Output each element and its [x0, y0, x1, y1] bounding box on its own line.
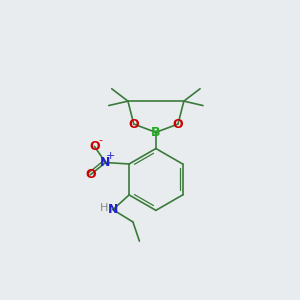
Text: -: - [98, 135, 102, 146]
Text: H: H [100, 203, 108, 213]
Text: N: N [108, 203, 118, 216]
Text: O: O [89, 140, 100, 153]
Text: +: + [106, 151, 115, 161]
Text: B: B [151, 126, 160, 139]
Text: N: N [100, 156, 111, 169]
Text: O: O [128, 118, 139, 130]
Text: O: O [85, 168, 96, 182]
Text: O: O [173, 118, 183, 130]
